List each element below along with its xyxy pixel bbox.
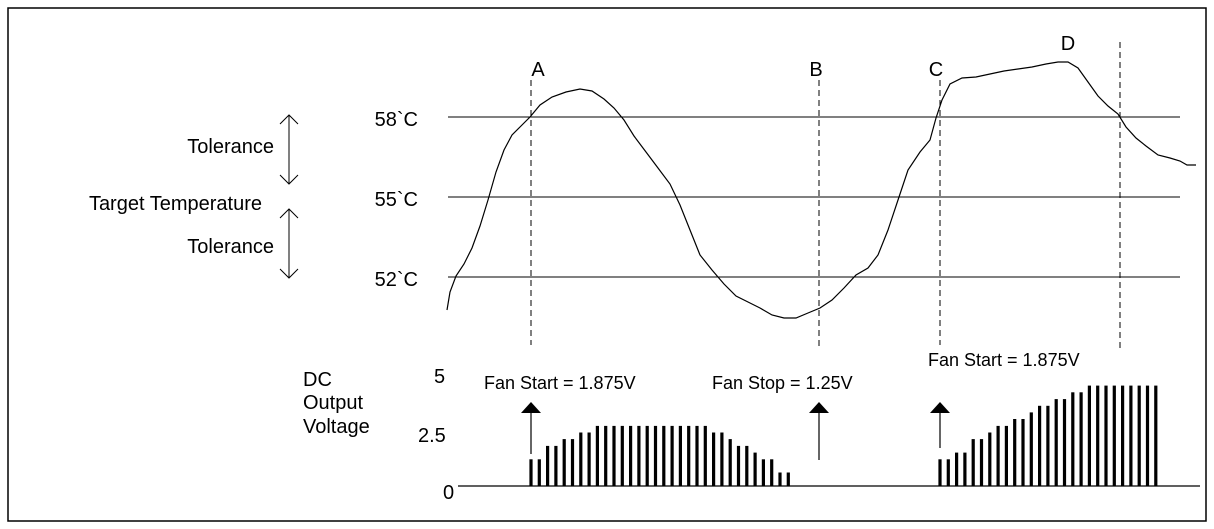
pulse-bar — [670, 425, 674, 486]
marker-label-c: C — [929, 59, 943, 81]
annotation-fan-start-1: Fan Start = 1.875V — [484, 373, 636, 393]
diagram-frame — [7, 7, 1207, 522]
voltage-title-line-2: Output — [303, 392, 363, 414]
pulse-bar — [620, 425, 624, 486]
pulse-bar — [778, 472, 782, 486]
pulse-bar — [1062, 399, 1067, 486]
pulse-bar — [955, 452, 959, 486]
pulse-bar — [1129, 385, 1133, 486]
pulse-bar — [988, 432, 992, 486]
pulse-bar — [770, 459, 774, 487]
temp-label-58: 58`C — [375, 109, 418, 131]
annotation-fan-start-2: Fan Start = 1.875V — [928, 350, 1080, 370]
temp-label-52: 52`C — [375, 269, 418, 291]
pulse-bar — [786, 472, 790, 486]
pulse-bar — [645, 425, 649, 486]
tolerance-upper-arrow-icon — [279, 114, 299, 185]
pulse-bar — [587, 432, 591, 486]
pulse-bar — [963, 452, 967, 486]
tolerance-lower-arrow-icon — [279, 208, 299, 279]
pulse-bar — [712, 432, 716, 486]
pulse-bar — [1021, 419, 1025, 486]
pulse-bar — [1087, 385, 1091, 486]
pulse-bar — [1079, 392, 1083, 486]
pulse-bar — [1137, 385, 1141, 486]
pulse-bar — [604, 425, 608, 486]
pulse-bar — [1004, 425, 1008, 486]
pulse-bar — [653, 425, 658, 486]
pulse-bar — [728, 439, 732, 486]
marker-label-b: B — [809, 59, 822, 81]
pulse-bar — [736, 445, 741, 486]
pulse-bar — [1046, 405, 1050, 487]
pulse-bar — [1054, 399, 1058, 486]
pulse-bar — [554, 445, 558, 486]
pulse-bar — [1071, 392, 1075, 486]
voltage-tick-2-5: 2.5 — [418, 425, 446, 447]
annotation-fan-stop: Fan Stop = 1.25V — [712, 373, 853, 393]
voltage-tick-5: 5 — [434, 366, 445, 388]
pulse-bar — [1013, 419, 1017, 486]
pulse-bar — [703, 425, 707, 486]
pulse-bar — [1154, 385, 1158, 486]
pulse-bar — [1112, 385, 1116, 486]
pulse-bar — [971, 439, 975, 486]
pulse-bar — [720, 432, 724, 486]
pulse-bar — [662, 425, 666, 486]
pulse-bar — [579, 432, 583, 486]
voltage-tick-0: 0 — [443, 482, 454, 504]
pulse-bar — [1038, 405, 1042, 487]
pulse-bar — [1096, 385, 1100, 486]
temp-label-55: 55`C — [375, 189, 418, 211]
pulse-bar — [1029, 412, 1033, 486]
pulse-bar — [546, 445, 550, 486]
pulse-bar — [695, 425, 699, 486]
pulse-bar — [570, 439, 575, 486]
temperature-curve — [446, 61, 1196, 319]
pulse-bar — [678, 425, 682, 486]
pulse-bar — [938, 459, 942, 487]
tolerance-lower-label: Tolerance — [187, 236, 274, 258]
pulse-bar — [562, 439, 566, 486]
pulse-bar — [537, 459, 541, 487]
pwm-pulses — [529, 385, 1158, 487]
voltage-title-line-3: Voltage — [303, 416, 370, 438]
pulse-bar — [595, 425, 599, 486]
pulse-bar — [761, 459, 765, 487]
tolerance-upper-label: Tolerance — [187, 136, 274, 158]
voltage-title-line-1: DC — [303, 369, 332, 391]
marker-label-a: A — [531, 59, 545, 81]
pulse-bar — [687, 425, 691, 486]
pulse-bar — [996, 425, 1000, 486]
pulse-bar — [946, 459, 950, 487]
fan-start-1-arrow-icon — [521, 402, 541, 454]
fan-start-2-arrow-icon — [930, 402, 950, 448]
pulse-bar — [1121, 385, 1125, 486]
pulse-bar — [753, 452, 757, 486]
marker-label-d: D — [1061, 33, 1075, 55]
pulse-bar — [612, 425, 616, 486]
pulse-bar — [629, 425, 633, 486]
pulse-bar — [979, 439, 984, 486]
pulse-bar — [1104, 385, 1108, 486]
pulse-bar — [529, 459, 533, 487]
target-temperature-label: Target Temperature — [89, 193, 262, 215]
pulse-bar — [637, 425, 641, 486]
pulse-bar — [745, 445, 749, 486]
fan-stop-arrow-icon — [809, 402, 829, 460]
pulse-bar — [1145, 385, 1150, 486]
